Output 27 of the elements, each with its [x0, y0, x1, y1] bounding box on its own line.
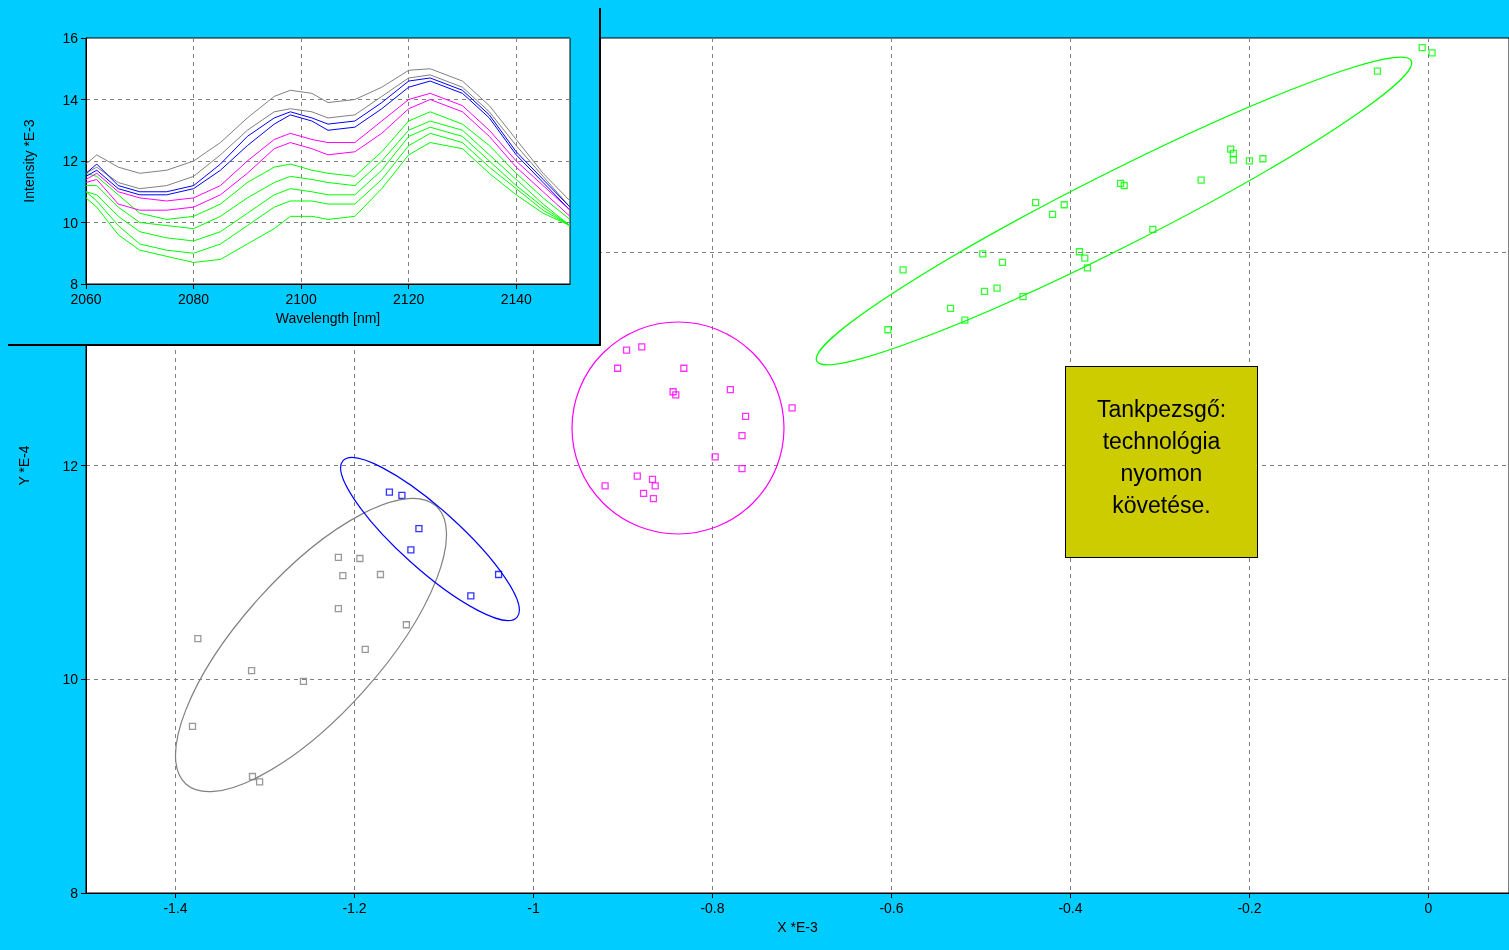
y-tick-label: 8 [70, 276, 79, 292]
y-tick-label: 8 [70, 885, 79, 901]
x-axis-title: Wavelength [nm] [275, 309, 381, 326]
annotation: Tankpezsgő: technológia nyomon követése. [1095, 395, 1228, 520]
x-tick-label: -0.4 [1058, 900, 1083, 916]
x-tick-label: -0.6 [879, 900, 904, 916]
x-tick-label: 2140 [500, 291, 532, 307]
y-tick-label: 10 [62, 214, 79, 231]
x-tick-label: -0.2 [1237, 900, 1262, 916]
x-axis-title: X *E-3 [777, 918, 818, 935]
y-tick-label: 12 [62, 153, 79, 169]
x-tick-label: 2120 [393, 291, 425, 307]
x-tick-label: -1 [527, 900, 540, 916]
note-box: Tankpezsgő: technológia nyomon követése. [1065, 366, 1258, 558]
y-axis-title: Y *E-4 [16, 445, 32, 486]
y-tick-label: 16 [62, 30, 79, 46]
x-tick-label: 2060 [70, 291, 102, 307]
x-tick-label: -1.4 [163, 900, 188, 916]
y-tick-label: 10 [62, 671, 79, 688]
x-tick-label: 0 [1424, 900, 1433, 916]
y-tick-label: 12 [62, 457, 79, 474]
x-tick-label: 2080 [177, 291, 210, 307]
y-axis-title: Intensity *E-3 [21, 119, 37, 203]
x-tick-label: -1.2 [342, 900, 367, 916]
x-tick-label: 2100 [285, 291, 317, 307]
y-tick-label: 14 [62, 91, 79, 108]
x-tick-label: -0.8 [700, 900, 725, 916]
